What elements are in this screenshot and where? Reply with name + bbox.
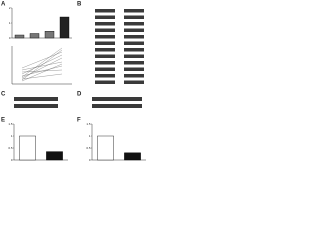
panel-label: A [1, 2, 6, 8]
blot-band [124, 41, 144, 45]
y-tick-label: 1.5 [8, 122, 13, 126]
y-tick-label: 0.5 [8, 146, 13, 150]
panel-label: F [77, 118, 81, 124]
bar [14, 34, 25, 39]
blot-band [124, 35, 144, 39]
bar [44, 31, 55, 39]
y-tick-label: 1 [9, 21, 11, 25]
y-tick-label: 0 [89, 158, 91, 162]
blot-band [95, 48, 115, 52]
panel-label: B [77, 2, 82, 8]
blot-grid [95, 9, 144, 84]
blot-band [124, 28, 144, 32]
blot-d [92, 97, 142, 108]
y-tick-label: 2 [9, 6, 11, 10]
bar [97, 135, 114, 161]
blot-band [124, 80, 144, 84]
panel-label: C [1, 92, 6, 98]
bar [29, 33, 40, 39]
y-tick-label: 1.5 [86, 122, 91, 126]
blot-band [95, 22, 115, 26]
blot-band [95, 80, 115, 84]
bar [46, 151, 63, 161]
y-tick-label: 0 [11, 158, 13, 162]
blot-band [124, 74, 144, 78]
blot-band [95, 54, 115, 58]
bar [59, 16, 70, 39]
figure: A B C D E F 0 1 2 0 0.5 1 1.5 0 0.5 1 1.5 [1, 2, 146, 162]
blot-band [124, 54, 144, 58]
bar [19, 135, 36, 161]
blot-band [95, 28, 115, 32]
blot-band [95, 67, 115, 71]
blot-band [95, 74, 115, 78]
blot-band [124, 61, 144, 65]
y-tick-label: 1 [11, 134, 13, 138]
blot-band [124, 48, 144, 52]
paired-plot [11, 46, 72, 85]
y-tick-label: 0.5 [86, 146, 91, 150]
blot-band [95, 15, 115, 19]
panel-label: D [77, 92, 82, 98]
blot-band [95, 41, 115, 45]
blot-band [124, 15, 144, 19]
blot-band [124, 22, 144, 26]
y-tick-label: 1 [89, 134, 91, 138]
blot-band [95, 35, 115, 39]
blot-c [14, 97, 58, 108]
blot-band [95, 9, 115, 13]
blot-band [95, 61, 115, 65]
bar [124, 152, 141, 161]
y-tick-label: 0 [9, 36, 11, 40]
blot-band [124, 67, 144, 71]
blot-band [124, 9, 144, 13]
panel-label: E [1, 118, 5, 124]
